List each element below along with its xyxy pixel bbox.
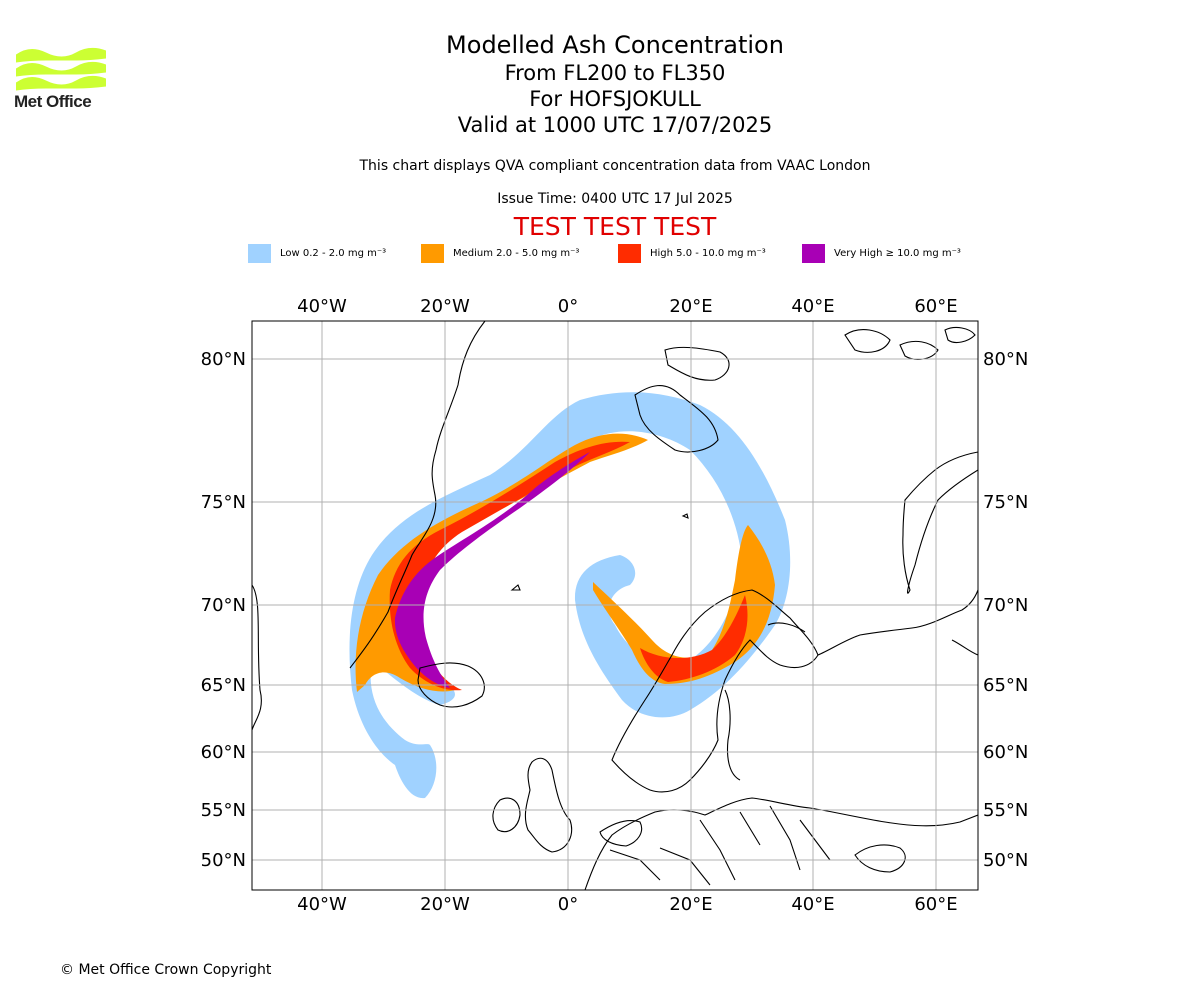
lat-label-right-60n: 60°N [983, 742, 1028, 763]
lat-label-right-70n: 70°N [983, 595, 1028, 616]
legend-label-medium: Medium 2.0 - 5.0 mg m⁻³ [453, 248, 580, 259]
map-frame [251, 320, 979, 891]
lat-label-left-70n: 70°N [201, 595, 246, 616]
legend-label-high: High 5.0 - 10.0 mg m⁻³ [650, 248, 766, 259]
volcano-title: For HOFSJOKULL [529, 87, 701, 111]
main-title: Modelled Ash Concentration [446, 31, 784, 59]
europe-coast [584, 797, 978, 890]
brand-name: Met Office [14, 92, 92, 111]
lat-label-right-55n: 55°N [983, 800, 1028, 821]
test-banner: TEST TEST TEST [513, 212, 717, 241]
iceland-coast [417, 662, 485, 708]
ireland-coast [492, 797, 521, 833]
met-office-logo-icon [16, 47, 106, 91]
lat-label-right-50n: 50°N [983, 850, 1028, 871]
lon-label-top-20w: 20°W [420, 296, 470, 317]
copyright: © Met Office Crown Copyright [60, 962, 272, 978]
coastlines [252, 321, 978, 890]
lon-label-top-40w: 40°W [297, 296, 347, 317]
legend-swatch-very-high [802, 244, 825, 263]
subtitle: This chart displays QVA compliant concen… [359, 158, 871, 174]
legend-item-low: Low 0.2 - 2.0 mg m⁻³ [248, 244, 386, 263]
lon-label-top-40e: 40°E [791, 296, 834, 317]
ash-area-very-high [394, 452, 590, 688]
novaya-zemlya-coast [902, 451, 978, 594]
lat-label-right-75n: 75°N [983, 492, 1028, 513]
greenland-east-coast [349, 321, 486, 669]
valid-time-title: Valid at 1000 UTC 17/07/2025 [457, 113, 773, 137]
flight-level-title: From FL200 to FL350 [504, 61, 726, 85]
lat-label-right-65n: 65°N [983, 675, 1028, 696]
lat-label-left-55n: 55°N [201, 800, 246, 821]
ash-area-high [389, 441, 630, 691]
ash-area-high-east [640, 595, 748, 682]
chart-titles: Modelled Ash Concentration From FL200 to… [315, 30, 915, 138]
russia-coast [817, 589, 978, 656]
lat-label-right-80n: 80°N [983, 349, 1028, 370]
lon-label-top-20e: 20°E [669, 296, 712, 317]
lon-label-bottom-20e: 20°E [669, 894, 712, 915]
lon-label-bottom-60e: 60°E [914, 894, 957, 915]
ash-area-low [349, 392, 791, 799]
lon-label-bottom-0: 0° [558, 894, 578, 915]
greenland-coast [252, 584, 262, 731]
legend-item-very-high: Very High ≥ 10.0 mg m⁻³ [802, 244, 961, 263]
lon-label-bottom-20w: 20°W [420, 894, 470, 915]
lon-label-bottom-40w: 40°W [297, 894, 347, 915]
svalbard-coast [634, 385, 719, 453]
legend-swatch-medium [421, 244, 444, 263]
legend-item-medium: Medium 2.0 - 5.0 mg m⁻³ [421, 244, 579, 263]
lat-label-left-65n: 65°N [201, 675, 246, 696]
gridlines [252, 321, 978, 890]
scandinavia-coast [611, 589, 819, 793]
great-britain-coast [524, 757, 573, 853]
issue-time: Issue Time: 0400 UTC 17 Jul 2025 [497, 191, 733, 207]
legend-item-high: High 5.0 - 10.0 mg m⁻³ [618, 244, 766, 263]
legend-swatch-high [618, 244, 641, 263]
legend-label-very-high: Very High ≥ 10.0 mg m⁻³ [834, 248, 961, 259]
lon-label-top-60e: 60°E [914, 296, 957, 317]
lat-label-left-60n: 60°N [201, 742, 246, 763]
lat-label-left-75n: 75°N [201, 492, 246, 513]
lon-label-bottom-40e: 40°E [791, 894, 834, 915]
lat-label-left-80n: 80°N [201, 349, 246, 370]
lon-label-top-0: 0° [558, 296, 578, 317]
legend-swatch-low [248, 244, 271, 263]
lat-label-left-50n: 50°N [201, 850, 246, 871]
legend-label-low: Low 0.2 - 2.0 mg m⁻³ [280, 248, 387, 259]
